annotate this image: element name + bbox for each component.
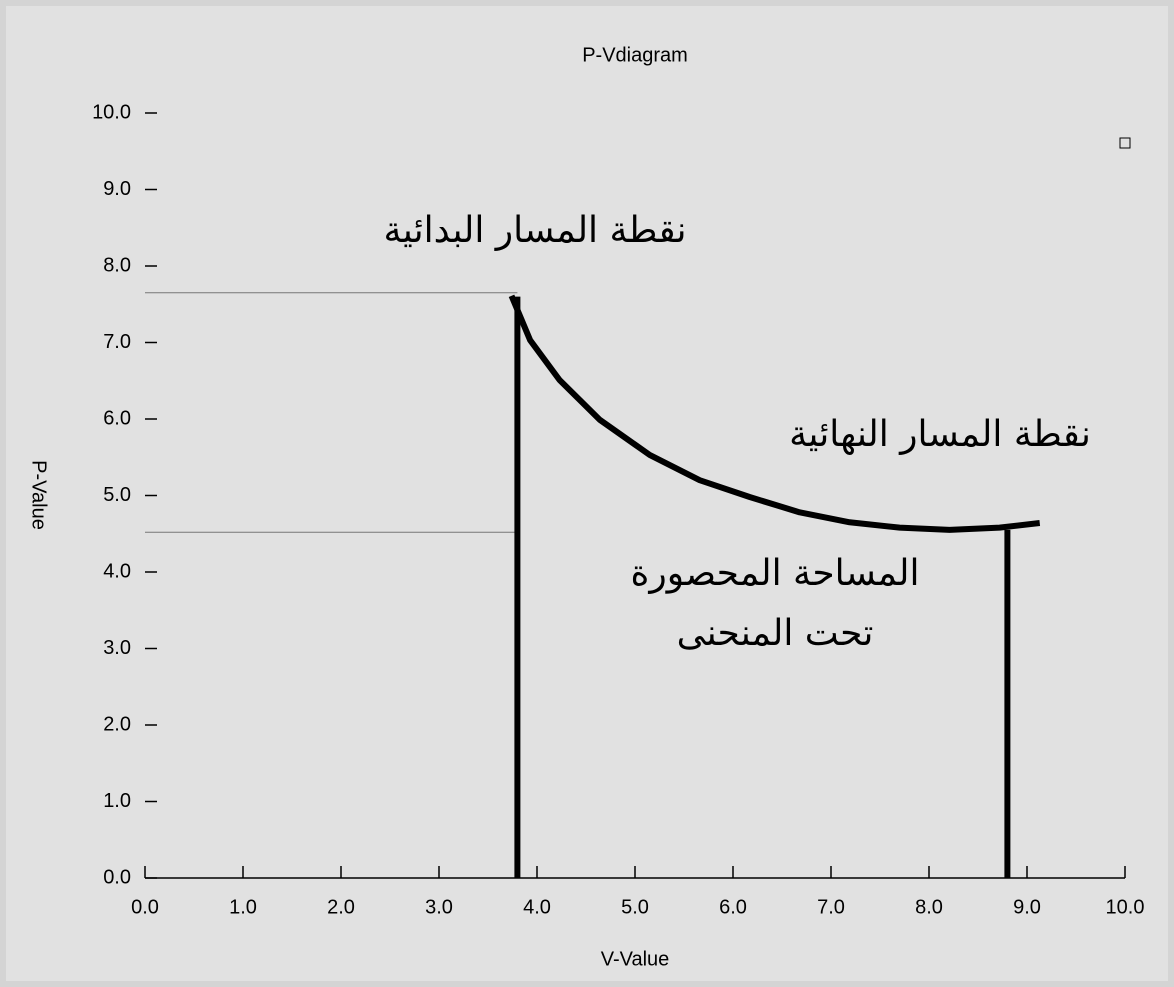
x-tick-label: 3.0 xyxy=(425,896,453,918)
chart-background xyxy=(6,6,1168,981)
y-tick-label: 9.0 xyxy=(103,178,131,200)
x-tick-label: 9.0 xyxy=(1013,896,1041,918)
annotation: نقطة المسار النهائية xyxy=(789,414,1091,455)
x-tick-label: 10.0 xyxy=(1106,896,1145,918)
chart-title: P-Vdiagram xyxy=(582,44,688,66)
x-tick-label: 7.0 xyxy=(817,896,845,918)
y-tick-label: 6.0 xyxy=(103,407,131,429)
x-tick-label: 0.0 xyxy=(131,896,159,918)
x-axis-label: V-Value xyxy=(601,948,670,970)
legend-box xyxy=(1119,137,1131,149)
annotation: تحت المنحنى xyxy=(677,613,874,654)
y-axis-label: P-Value xyxy=(28,460,50,530)
x-tick-label: 2.0 xyxy=(327,896,355,918)
y-tick-label: 7.0 xyxy=(103,331,131,353)
annotation: نقطة المسار البدائية xyxy=(383,210,686,251)
y-tick-label: 10.0 xyxy=(92,101,131,123)
y-tick-label: 5.0 xyxy=(103,484,131,506)
y-tick-label: 3.0 xyxy=(103,637,131,659)
x-tick-label: 4.0 xyxy=(523,896,551,918)
annotation: المساحة المحصورة xyxy=(631,553,920,594)
x-tick-label: 8.0 xyxy=(915,896,943,918)
y-tick-label: 2.0 xyxy=(103,713,131,735)
x-tick-label: 1.0 xyxy=(229,896,257,918)
y-tick-label: 1.0 xyxy=(103,790,131,812)
y-tick-label: 0.0 xyxy=(103,866,131,888)
curve xyxy=(508,294,1041,533)
x-tick-label: 5.0 xyxy=(621,896,649,918)
y-tick-label: 8.0 xyxy=(103,254,131,276)
y-tick-label: 4.0 xyxy=(103,560,131,582)
x-tick-label: 6.0 xyxy=(719,896,747,918)
